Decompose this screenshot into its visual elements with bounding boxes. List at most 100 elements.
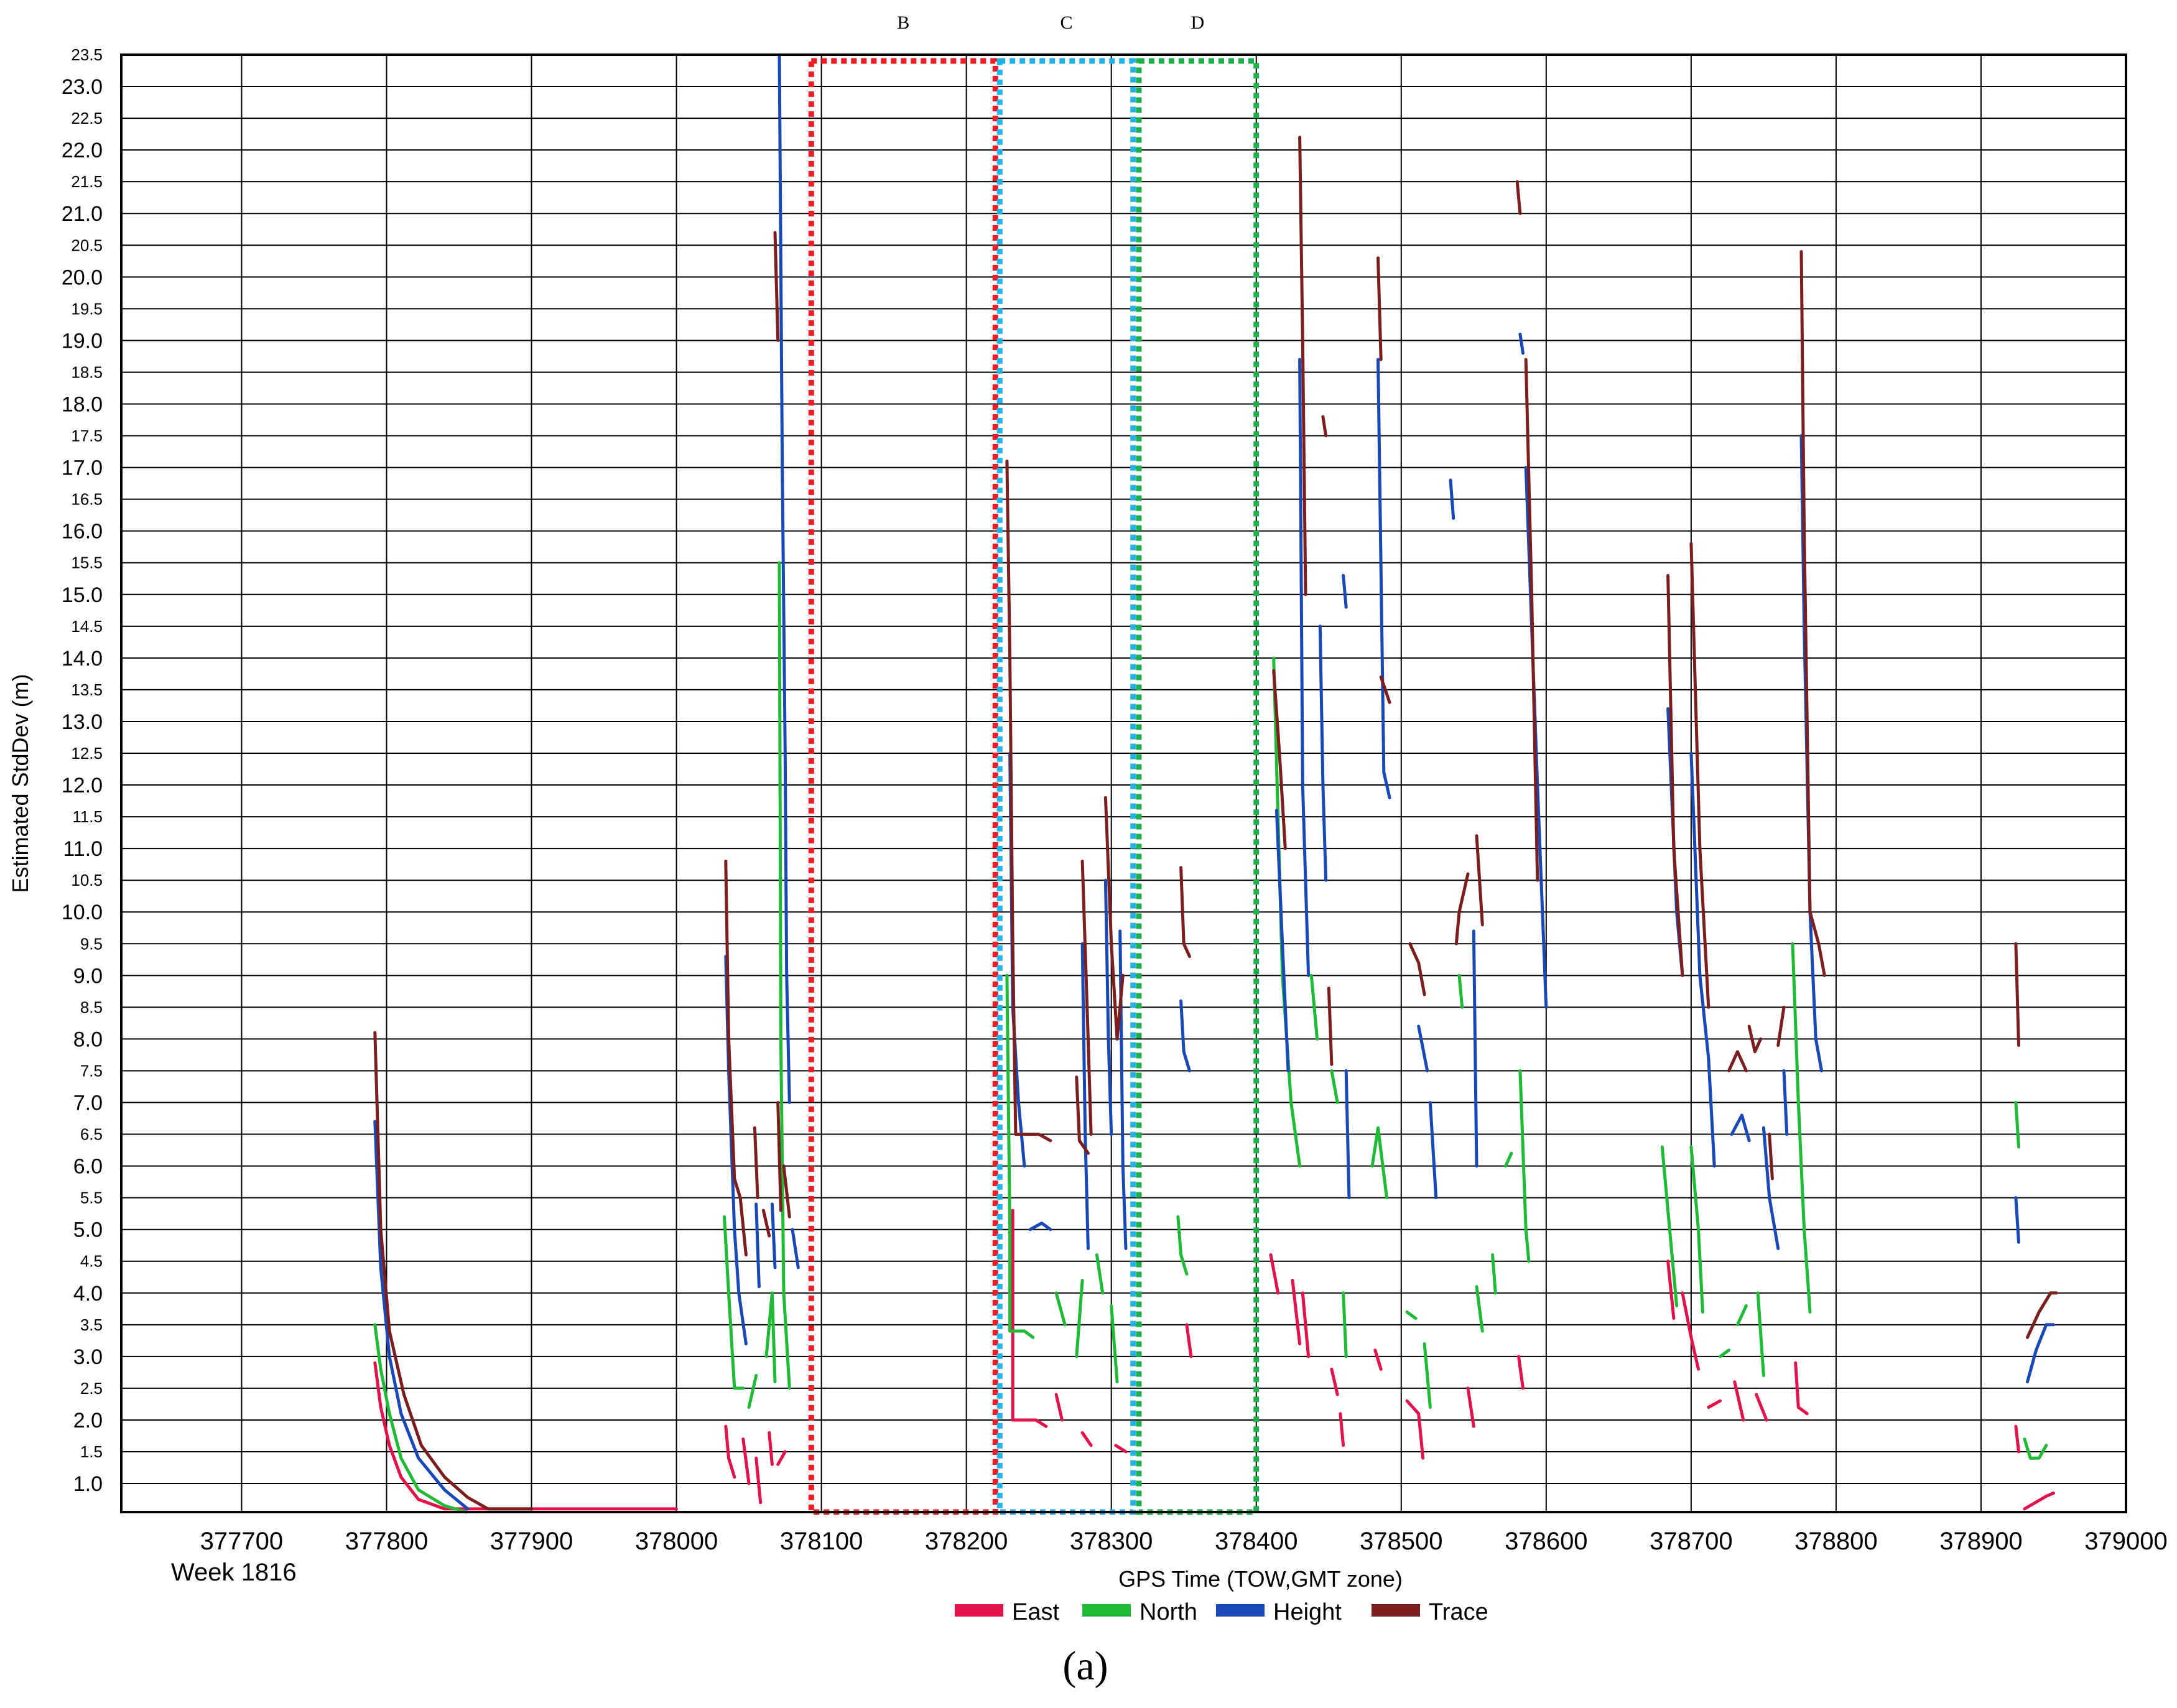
east-line-segment <box>1291 1278 1302 1345</box>
east-line-segment <box>1755 1393 1768 1422</box>
x-tick-label: 378000 <box>635 1528 718 1555</box>
north-line-segment <box>1054 1291 1067 1327</box>
legend-item-height: Height <box>1216 1599 1342 1625</box>
trace-line-segment <box>1298 136 1307 596</box>
y-tick-label: 7.5 <box>80 1061 103 1080</box>
north-line-segment <box>1309 973 1319 1041</box>
highlight-box-b <box>808 58 998 1515</box>
y-tick-label: 1.5 <box>80 1442 103 1461</box>
y-tick-label: 5.0 <box>73 1218 103 1242</box>
trace-line-segment <box>1103 796 1125 1041</box>
y-tick-label: 20.5 <box>71 236 103 254</box>
x-axis-ticks: 377700 377800 377900 378000 378100 378200 3783… <box>200 1528 2168 1555</box>
legend: East North Height Trace <box>955 1599 1488 1625</box>
north-line-segment <box>373 1323 468 1514</box>
highlight-box-label-c: C <box>1060 12 1072 33</box>
y-tick-label: 2.5 <box>80 1379 103 1398</box>
y-tick-label: 18.0 <box>62 393 103 417</box>
east-line-segment <box>1330 1367 1339 1396</box>
trace-line-segment <box>1321 415 1328 437</box>
y-tick-label: 17.5 <box>71 427 103 445</box>
y-tick-label: 16.0 <box>62 520 103 544</box>
north-line-segment <box>1405 1310 1418 1320</box>
north-line-segment <box>1660 1145 1679 1307</box>
trace-line-segment <box>1727 1050 1748 1072</box>
north-line-segment <box>1491 1253 1497 1295</box>
y-tick-label: 22.0 <box>62 139 103 162</box>
x-tick-label: 378300 <box>1070 1528 1153 1555</box>
trace-line-segment <box>1666 573 1684 977</box>
y-tick-label: 6.0 <box>73 1155 103 1179</box>
y-tick-label: 11.5 <box>72 807 103 826</box>
y-axis-label: Estimated StdDev (m) <box>7 674 33 893</box>
height-line-segment <box>1344 1069 1351 1200</box>
legend-item-trace: Trace <box>1372 1599 1488 1625</box>
east-line-segment <box>1405 1399 1425 1460</box>
y-tick-label: 22.5 <box>71 109 103 128</box>
highlight-box-c <box>996 58 1136 1515</box>
east-line-segment <box>373 1361 679 1511</box>
y-tick-label: 16.5 <box>71 490 103 509</box>
trace-line-segment <box>1689 542 1710 1009</box>
height-line-segment <box>1417 1024 1429 1072</box>
y-tick-label: 14.5 <box>71 617 103 636</box>
highlight-box-d <box>1136 58 1260 1515</box>
height-line-segment <box>1782 1069 1789 1136</box>
height-line-segment <box>373 1120 470 1511</box>
legend-swatch <box>1372 1604 1420 1617</box>
height-line-segment <box>1689 751 1716 1168</box>
y-tick-label: 13.0 <box>62 710 103 734</box>
trace-line-segment <box>373 1031 533 1511</box>
east-line-segment <box>754 1456 763 1505</box>
y-tick-label: 4.5 <box>80 1252 103 1271</box>
east-line-segment <box>1517 1355 1525 1390</box>
y-axis-ticks: 1.0 1.5 2.0 2.5 3.0 3.5 4.0 4.5 5.0 5.5 6.0 6.5 7.0 7… <box>62 45 103 1496</box>
north-line-segment <box>2014 1101 2020 1149</box>
north-line-segment <box>1423 1342 1432 1409</box>
highlight-box-label-b: B <box>897 12 909 33</box>
x-tick-label: 378100 <box>780 1528 863 1555</box>
trace-line-segment <box>1075 1075 1090 1155</box>
trace-line-segment <box>1408 942 1426 996</box>
height-line-segment <box>1342 573 1348 609</box>
x-tick-label: 379000 <box>2084 1528 2167 1555</box>
legend-label: East <box>1012 1599 1059 1625</box>
trace-line-segment <box>1747 1024 1763 1054</box>
east-line-segment <box>2014 1424 2020 1454</box>
y-tick-label: 2.0 <box>73 1409 103 1432</box>
y-tick-label: 8.0 <box>73 1028 103 1051</box>
north-line-segment <box>1504 1151 1513 1168</box>
height-line-segment <box>1028 1222 1052 1232</box>
legend-label: North <box>1140 1599 1197 1625</box>
east-line-segment <box>776 1450 787 1466</box>
y-tick-label: 17.0 <box>62 457 103 480</box>
trace-line-segment <box>1515 180 1522 215</box>
legend-swatch <box>955 1604 1003 1617</box>
north-line-segment <box>1075 1278 1084 1358</box>
east-line-segment <box>1269 1253 1280 1295</box>
trace-line-segment <box>1799 250 1826 977</box>
y-tick-label: 10.0 <box>62 901 103 924</box>
y-tick-label: 19.0 <box>62 329 103 353</box>
east-line-segment <box>1301 1291 1311 1358</box>
y-tick-label: 15.0 <box>62 583 103 607</box>
x-tick-label: 378500 <box>1360 1528 1442 1555</box>
east-line-segment <box>741 1437 751 1485</box>
legend-item-east: East <box>955 1599 1059 1625</box>
trace-line-segment <box>1005 459 1052 1143</box>
y-tick-label: 3.0 <box>73 1345 103 1369</box>
north-line-segment <box>1176 1215 1189 1276</box>
trace-line-segment <box>761 1209 771 1238</box>
x-tick-label: 377700 <box>200 1528 283 1555</box>
y-tick-label: 23.0 <box>62 75 103 99</box>
north-line-segment <box>1005 973 1035 1339</box>
trace-line-segment <box>1327 986 1334 1066</box>
y-tick-label: 12.0 <box>62 774 103 797</box>
height-line-segment <box>1298 358 1311 977</box>
height-line-segment <box>1103 878 1113 1136</box>
east-line-segment <box>1794 1361 1809 1416</box>
y-tick-label: 21.0 <box>62 202 103 226</box>
north-line-segment <box>1475 1285 1484 1333</box>
